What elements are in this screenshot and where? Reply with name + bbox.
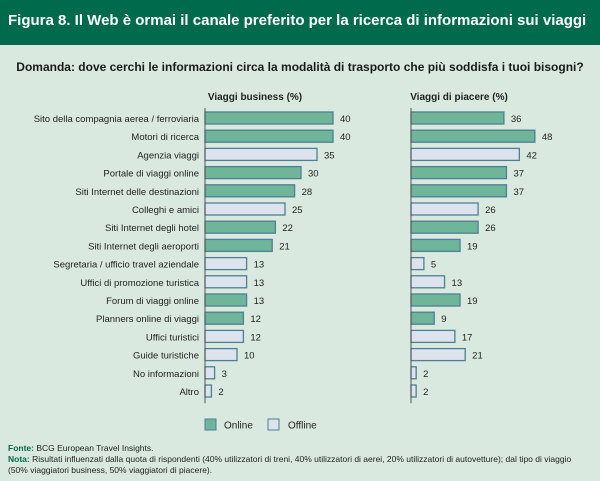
data-label: 35 — [324, 150, 335, 161]
bar-leisure — [410, 293, 461, 307]
bar-business — [204, 220, 277, 234]
category-label: Uffici di promozione turistica — [80, 278, 199, 289]
bar-leisure — [410, 147, 521, 162]
data-label: 9 — [441, 314, 446, 325]
bar-business — [204, 111, 334, 125]
category-label: Planners online di viaggi — [96, 314, 199, 325]
category-label: No informazioni — [133, 369, 199, 380]
data-label: 12 — [250, 332, 261, 343]
note-line: Nota: Risultati influenzati dalla quota … — [8, 454, 593, 476]
bar-business — [204, 238, 273, 253]
source-label: Fonte: — [8, 443, 34, 453]
data-label: 21 — [279, 241, 290, 252]
bar-business — [204, 329, 245, 344]
figure-title: Figura 8. Il Web è ormai il canale prefe… — [8, 12, 587, 29]
data-label: 36 — [511, 114, 522, 125]
data-label: 3 — [222, 369, 227, 380]
category-label: Altro — [179, 387, 199, 398]
bar-leisure — [410, 238, 461, 253]
bar-leisure — [410, 202, 479, 216]
data-label: 37 — [513, 187, 524, 198]
data-label: 40 — [340, 114, 351, 125]
data-label: 37 — [513, 169, 524, 180]
category-label: Forum di viaggi online — [106, 296, 199, 307]
category-label: Sito della compagnia aerea / ferroviaria — [34, 114, 200, 125]
bar-leisure — [410, 384, 417, 398]
bar-business — [204, 184, 296, 198]
series-title: Viaggi di piacere (%) — [410, 92, 508, 103]
bar-business — [204, 366, 216, 380]
bar-business — [204, 147, 318, 162]
data-label: 19 — [467, 241, 478, 252]
category-label: Agenzia viaggi — [137, 150, 199, 161]
note-label: Nota: — [8, 454, 30, 464]
source-text: BCG European Travel Insights. — [33, 443, 154, 453]
data-label: 13 — [254, 296, 265, 307]
data-label: 21 — [472, 351, 483, 362]
bar-business — [204, 384, 213, 398]
data-label: 30 — [308, 169, 319, 180]
data-label: 13 — [452, 278, 463, 289]
category-label: Motori di ricerca — [131, 132, 199, 143]
data-label: 12 — [250, 314, 261, 325]
bar-business — [204, 293, 248, 307]
category-label: Siti Internet delle destinazioni — [75, 187, 199, 198]
bar-business — [204, 256, 248, 271]
bar-leisure — [410, 347, 466, 362]
bar-leisure — [410, 366, 417, 380]
bar-leisure — [410, 256, 425, 271]
data-label: 2 — [423, 369, 428, 380]
bar-business — [204, 129, 334, 143]
bar-leisure — [410, 329, 456, 344]
data-label: 40 — [340, 132, 351, 143]
category-label: Portale di viaggi online — [103, 169, 199, 180]
bar-chart: Sito della compagnia aerea / ferroviaria… — [34, 92, 553, 432]
bar-business — [204, 165, 302, 180]
series-title: Viaggi business (%) — [208, 92, 302, 103]
category-label: Siti Internet degli hotel — [105, 223, 199, 234]
data-label: 2 — [423, 387, 428, 398]
data-label: 48 — [542, 132, 553, 143]
footer-notes: Fonte: BCG European Travel Insights. Not… — [8, 443, 593, 476]
bar-business — [204, 347, 238, 362]
legend-swatch-offline — [267, 418, 280, 431]
legend-swatch-online — [204, 418, 217, 431]
data-label: 2 — [218, 387, 223, 398]
data-label: 5 — [431, 260, 436, 271]
data-label: 22 — [282, 223, 293, 234]
bar-leisure — [410, 220, 479, 234]
figure-header: Figura 8. Il Web è ormai il canale prefe… — [0, 0, 600, 45]
data-label: 13 — [254, 260, 265, 271]
data-label: 19 — [467, 296, 478, 307]
bar-business — [204, 275, 248, 289]
category-label: Segretaria / ufficio travel aziendale — [53, 260, 199, 271]
data-label: 26 — [485, 223, 496, 234]
data-label: 26 — [485, 205, 496, 216]
data-label: 17 — [462, 332, 473, 343]
bar-leisure — [410, 275, 446, 289]
data-label: 28 — [302, 187, 313, 198]
category-label: Uffici turistici — [146, 332, 199, 343]
source-line: Fonte: BCG European Travel Insights. — [8, 443, 593, 454]
survey-question: Domanda: dove cerchi le informazioni cir… — [16, 60, 584, 74]
data-label: 10 — [244, 351, 255, 362]
category-label: Siti Internet degli aeroporti — [88, 241, 199, 252]
bar-business — [204, 311, 245, 325]
bar-leisure — [410, 165, 508, 180]
category-label: Colleghi e amici — [132, 205, 199, 216]
bar-leisure — [410, 111, 505, 125]
legend-label-offline: Offline — [288, 421, 317, 432]
bar-leisure — [410, 311, 435, 325]
data-label: 13 — [254, 278, 265, 289]
bar-leisure — [410, 129, 536, 143]
category-label: Guide turistiche — [133, 351, 199, 362]
legend-label-online: Online — [224, 421, 253, 432]
data-label: 42 — [526, 150, 537, 161]
note-text: Risultati influenzati dalla quota di ris… — [8, 454, 572, 475]
bar-business — [204, 202, 286, 216]
bar-leisure — [410, 184, 508, 198]
data-label: 25 — [292, 205, 303, 216]
